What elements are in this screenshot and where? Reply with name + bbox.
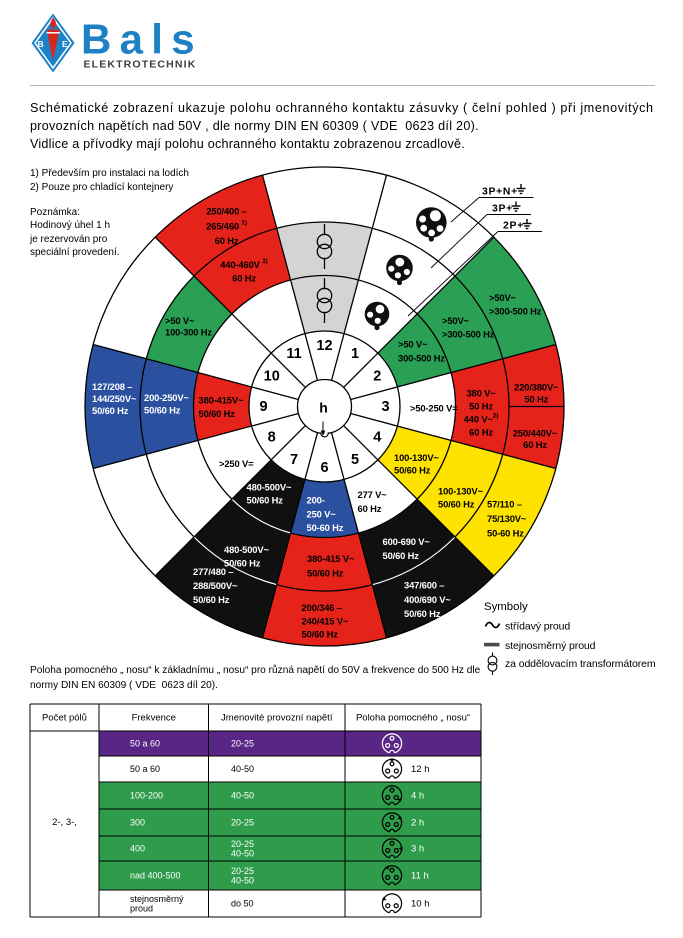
svg-text:9: 9 (259, 399, 267, 415)
svg-text:4: 4 (373, 430, 381, 446)
svg-text:Bals: Bals (81, 16, 203, 63)
svg-text:střídavý proud: střídavý proud (505, 621, 570, 633)
svg-text:277 V~60 Hz: 277 V~ 60 Hz (358, 488, 388, 513)
svg-text:277/480 –288/500V~50/60 Hz: 277/480 –288/500V~ 50/60 Hz (193, 566, 238, 605)
svg-text:Jmenovité provozní napětí: Jmenovité provozní napětí (221, 713, 333, 724)
svg-text:200/346 –240/415 V~50/60 Hz: 200/346 –240/415 V~ 50/60 Hz (302, 602, 349, 640)
svg-text:stejnosměrný proud: stejnosměrný proud (505, 640, 596, 652)
svg-text:250/400 –265/460 1)60 Hz: 250/400 –265/460 1) 60 Hz (206, 205, 247, 246)
svg-text:1: 1 (351, 346, 359, 362)
svg-text:>250 V=: >250 V= (219, 458, 254, 469)
svg-text:20-25: 20-25 (231, 839, 254, 849)
svg-text:480-500V~50/60 Hz: 480-500V~ 50/60 Hz (247, 481, 292, 505)
svg-text:40-50: 40-50 (231, 764, 254, 774)
svg-text:480-500V~50/60 Hz: 480-500V~ 50/60 Hz (224, 544, 269, 568)
svg-text:250/440V~60 Hz: 250/440V~ 60 Hz (513, 427, 558, 449)
svg-text:B: B (38, 39, 44, 49)
svg-text:3: 3 (381, 399, 389, 415)
svg-text:40-50: 40-50 (231, 791, 254, 801)
svg-text:2 h: 2 h (411, 818, 424, 829)
svg-text:11 h: 11 h (411, 871, 429, 882)
svg-text:nad 400-500: nad 400-500 (130, 871, 181, 881)
svg-text:2P+: 2P+ (503, 221, 524, 232)
svg-text:ELEKTROTECHNIK: ELEKTROTECHNIK (84, 59, 197, 71)
svg-text:220/380V~50 Hz: 220/380V~ 50 Hz (514, 381, 559, 404)
svg-text:20-25: 20-25 (231, 739, 254, 749)
svg-text:proud: proud (130, 904, 153, 914)
svg-text:7: 7 (290, 452, 298, 468)
svg-text:347/600 –400/690 V~50/60 Hz: 347/600 –400/690 V~ 50/60 Hz (404, 579, 451, 618)
svg-text:E: E (62, 39, 68, 49)
svg-text:3 h: 3 h (411, 844, 424, 855)
svg-text:20-25: 20-25 (231, 818, 254, 828)
svg-text:10 h: 10 h (411, 899, 430, 910)
svg-text:11: 11 (286, 346, 301, 362)
svg-text:200-250 V~50-60 Hz: 200-250 V~ 50-60 Hz (307, 494, 344, 533)
svg-text:2: 2 (373, 369, 381, 385)
svg-text:20-25: 20-25 (231, 866, 254, 876)
svg-text:>50-250 V=: >50-250 V= (410, 402, 458, 413)
svg-text:>50V~>300-500 Hz: >50V~ >300-500 Hz (442, 315, 495, 339)
svg-text:Symboly: Symboly (484, 601, 528, 613)
svg-text:stejnosměrný: stejnosměrný (130, 894, 184, 904)
svg-text:h: h (319, 400, 328, 416)
svg-text:10: 10 (264, 369, 280, 385)
svg-text:3P+N+: 3P+N+ (482, 187, 518, 198)
svg-text:2-, 3-,: 2-, 3-, (52, 817, 77, 828)
svg-text:127/208 –144/250V~50/60 Hz: 127/208 –144/250V~ 50/60 Hz (92, 381, 137, 416)
svg-text:12 h: 12 h (411, 764, 430, 775)
svg-text:6: 6 (320, 460, 328, 476)
svg-text:200-250V~50/60 Hz: 200-250V~ 50/60 Hz (144, 392, 189, 416)
svg-text:Počet pólů: Počet pólů (42, 713, 87, 724)
svg-text:100-130V~50/60 Hz: 100-130V~ 50/60 Hz (394, 452, 439, 475)
svg-text:12: 12 (316, 338, 332, 354)
svg-text:600-690 V~50/60 Hz: 600-690 V~ 50/60 Hz (383, 536, 431, 561)
svg-text:8: 8 (268, 430, 276, 446)
svg-text:40-50: 40-50 (231, 849, 254, 859)
svg-text:50 a 60: 50 a 60 (130, 739, 160, 749)
svg-text:4 h: 4 h (411, 791, 424, 802)
svg-text:380-415V~50/60 Hz: 380-415V~ 50/60 Hz (199, 394, 244, 419)
svg-text:380-415 V~50/60 Hz: 380-415 V~ 50/60 Hz (307, 553, 355, 578)
svg-text:Frekvence: Frekvence (132, 713, 176, 724)
svg-text:za oddělovacím transformátorem: za oddělovacím transformátorem (505, 658, 656, 670)
svg-text:40-50: 40-50 (231, 876, 254, 886)
svg-text:440-460V 1)60 Hz: 440-460V 1) 60 Hz (220, 258, 267, 283)
svg-text:do 50: do 50 (231, 899, 254, 909)
svg-text:50 a 60: 50 a 60 (130, 764, 160, 774)
svg-text:3P+: 3P+ (492, 204, 513, 215)
svg-text:>50V~>300-500 Hz: >50V~ >300-500 Hz (489, 292, 542, 316)
svg-text:Poloha pomocného „ nosu“: Poloha pomocného „ nosu“ (356, 713, 470, 724)
svg-text:>50 V~100-300 Hz: >50 V~ 100-300 Hz (165, 315, 212, 338)
svg-text:300: 300 (130, 818, 145, 828)
svg-text:>50 V~300-500 Hz: >50 V~ 300-500 Hz (398, 338, 445, 363)
svg-text:100-200: 100-200 (130, 791, 163, 801)
svg-text:57/110 –75/130V~50-60 Hz: 57/110 –75/130V~ 50-60 Hz (487, 498, 527, 538)
svg-text:5: 5 (351, 452, 359, 468)
svg-text:400: 400 (130, 844, 145, 854)
svg-text:100-130V~50/60 Hz: 100-130V~ 50/60 Hz (438, 485, 483, 509)
